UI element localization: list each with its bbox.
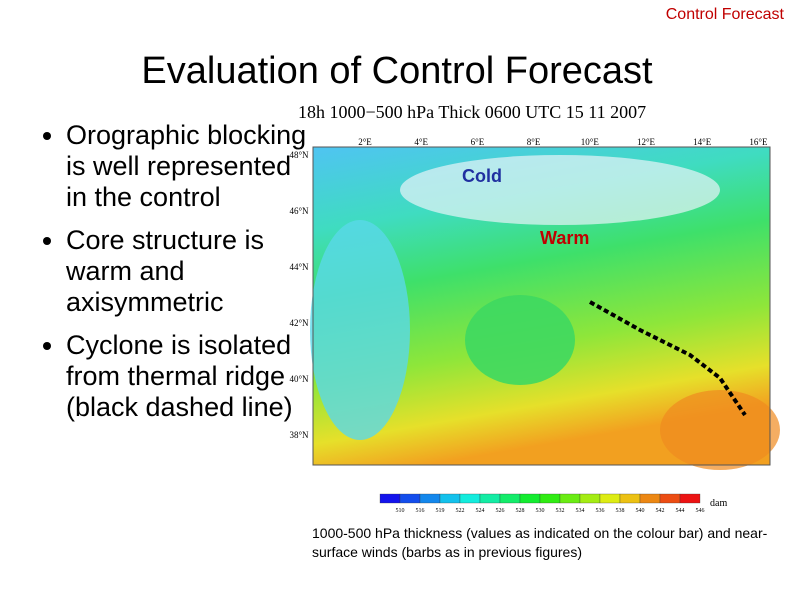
longitude-label: 8°E bbox=[527, 137, 541, 147]
colorbar-cell bbox=[499, 493, 521, 504]
header-label: Control Forecast bbox=[665, 6, 784, 23]
colorbar-label: 544 bbox=[676, 508, 685, 514]
colorbar-label: 536 bbox=[596, 508, 605, 514]
longitude-label: 14°E bbox=[693, 137, 712, 147]
colorbar-cell bbox=[619, 493, 641, 504]
colorbar-label: 534 bbox=[576, 508, 585, 514]
map-region bbox=[310, 220, 410, 440]
colorbar-unit: dam bbox=[710, 498, 727, 509]
latitude-label: 40°N bbox=[289, 374, 309, 384]
colorbar-label: 519 bbox=[436, 508, 445, 514]
colorbar-cell bbox=[479, 493, 501, 504]
caption: 1000-500 hPa thickness (values as indica… bbox=[312, 525, 768, 560]
colorbar-label: 516 bbox=[416, 508, 425, 514]
longitude-label: 12°E bbox=[637, 137, 656, 147]
latitude-label: 42°N bbox=[289, 318, 309, 328]
bullet: Core structure is warm and axisymmetric bbox=[66, 225, 316, 318]
colorbar-label: 510 bbox=[396, 508, 405, 514]
map-title: 18h 1000−500 hPa Thick 0600 UTC 15 11 20… bbox=[298, 102, 646, 122]
colorbar-label: 532 bbox=[556, 508, 565, 514]
colorbar-label: 528 bbox=[516, 508, 525, 514]
annotation: Cold bbox=[462, 166, 502, 186]
colorbar-cell bbox=[459, 493, 481, 504]
longitude-label: 16°E bbox=[749, 137, 768, 147]
colorbar-cell bbox=[399, 493, 421, 504]
colorbar-label: 522 bbox=[456, 508, 465, 514]
latitude-label: 38°N bbox=[289, 430, 309, 440]
colorbar-cell bbox=[579, 493, 601, 504]
longitude-label: 6°E bbox=[471, 137, 485, 147]
longitude-label: 10°E bbox=[581, 137, 600, 147]
colorbar-cell bbox=[519, 493, 541, 504]
colorbar-label: 542 bbox=[656, 508, 665, 514]
colorbar-cell bbox=[539, 493, 561, 504]
colorbar-cell bbox=[439, 493, 461, 504]
colorbar-cell bbox=[379, 493, 401, 504]
colorbar-cell bbox=[679, 493, 701, 504]
colorbar-cell bbox=[659, 493, 681, 504]
colorbar-cell bbox=[599, 493, 621, 504]
colorbar-cell bbox=[419, 493, 441, 504]
slide-title: Evaluation of Control Forecast bbox=[141, 50, 653, 92]
colorbar-label: 540 bbox=[636, 508, 645, 514]
latitude-label: 48°N bbox=[289, 150, 309, 160]
annotation: Warm bbox=[540, 228, 589, 248]
colorbar-label: 526 bbox=[496, 508, 505, 514]
longitude-label: 2°E bbox=[358, 137, 372, 147]
bullet: Orographic blocking is well represented … bbox=[66, 120, 316, 213]
bullet: Cyclone is isolated from thermal ridge (… bbox=[66, 330, 316, 423]
colorbar-label: 530 bbox=[536, 508, 545, 514]
bullet-list: Orographic blocking is well represented … bbox=[30, 120, 316, 435]
map-frame bbox=[312, 146, 771, 466]
colorbar-label: 538 bbox=[616, 508, 625, 514]
longitude-label: 4°E bbox=[414, 137, 428, 147]
colorbar-cell bbox=[559, 493, 581, 504]
ridge-line bbox=[589, 300, 747, 417]
colorbar-label: 524 bbox=[476, 508, 485, 514]
latitude-label: 44°N bbox=[289, 262, 309, 272]
map-region bbox=[660, 390, 780, 470]
map-region bbox=[465, 295, 575, 385]
colorbar-cell bbox=[639, 493, 661, 504]
colorbar-label: 546 bbox=[696, 508, 705, 514]
latitude-label: 46°N bbox=[289, 206, 309, 216]
map-region bbox=[400, 155, 720, 225]
